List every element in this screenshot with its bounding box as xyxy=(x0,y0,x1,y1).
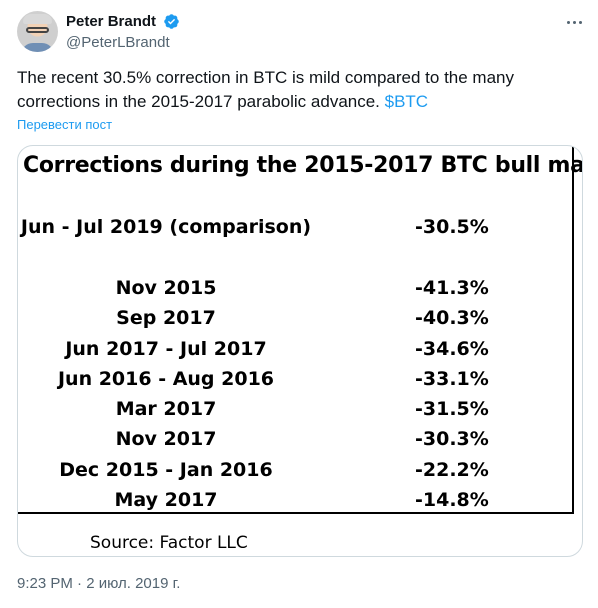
table-source: Source: Factor LLC xyxy=(90,533,248,553)
table-row-value: -40.3% xyxy=(415,307,489,329)
tweet-timestamp[interactable]: 9:23 PM · 2 июл. 2019 г. xyxy=(17,575,181,592)
table-title: Corrections during the 2015-2017 BTC bul… xyxy=(23,153,583,178)
corrections-table: Corrections during the 2015-2017 BTC bul… xyxy=(18,146,582,556)
table-row-label: Nov 2017 xyxy=(115,428,217,450)
avatar-shirt xyxy=(21,43,54,52)
table-row-label: Mar 2017 xyxy=(115,398,217,420)
author-name[interactable]: Peter Brandt xyxy=(66,13,157,30)
table-row-label: Jun 2017 - Jul 2017 xyxy=(65,338,267,360)
table-row-label: Jun 2016 - Aug 2016 xyxy=(57,368,275,390)
table-row-value: -31.5% xyxy=(415,398,489,420)
table-row-label: Sep 2017 xyxy=(116,307,216,329)
table-divider xyxy=(18,512,574,514)
table-row-value: -14.8% xyxy=(415,489,489,511)
verified-badge-icon xyxy=(164,14,179,29)
tweet-body: The recent 30.5% correction in BTC is mi… xyxy=(17,68,514,111)
table-row-value: -30.3% xyxy=(415,428,489,450)
cashtag-link[interactable]: $BTC xyxy=(384,92,429,111)
more-dot xyxy=(578,20,582,24)
table-row-label: Nov 2015 xyxy=(115,277,217,299)
avatar-glasses xyxy=(26,27,49,33)
avatar-hair xyxy=(23,14,52,24)
table-row-value: -41.3% xyxy=(415,277,489,299)
more-options-icon[interactable] xyxy=(562,10,586,34)
tweet-image[interactable]: Corrections during the 2015-2017 BTC bul… xyxy=(17,145,583,557)
table-row-value: -34.6% xyxy=(415,338,489,360)
table-right-border xyxy=(572,146,574,512)
tweet-text: The recent 30.5% correction in BTC is mi… xyxy=(17,66,577,114)
table-row-label: May 2017 xyxy=(114,489,218,511)
comparison-label: Jun - Jul 2019 (comparison) xyxy=(20,216,312,238)
comparison-value: -30.5% xyxy=(415,216,489,238)
more-dot xyxy=(566,20,570,24)
author-handle[interactable]: @PeterLBrandt xyxy=(66,34,170,51)
table-row-value: -33.1% xyxy=(415,368,489,390)
table-row-label: Dec 2015 - Jan 2016 xyxy=(59,459,273,481)
avatar[interactable] xyxy=(17,11,58,52)
table-row-value: -22.2% xyxy=(415,459,489,481)
more-dot xyxy=(572,20,576,24)
translate-post-link[interactable]: Перевести пост xyxy=(17,117,113,132)
